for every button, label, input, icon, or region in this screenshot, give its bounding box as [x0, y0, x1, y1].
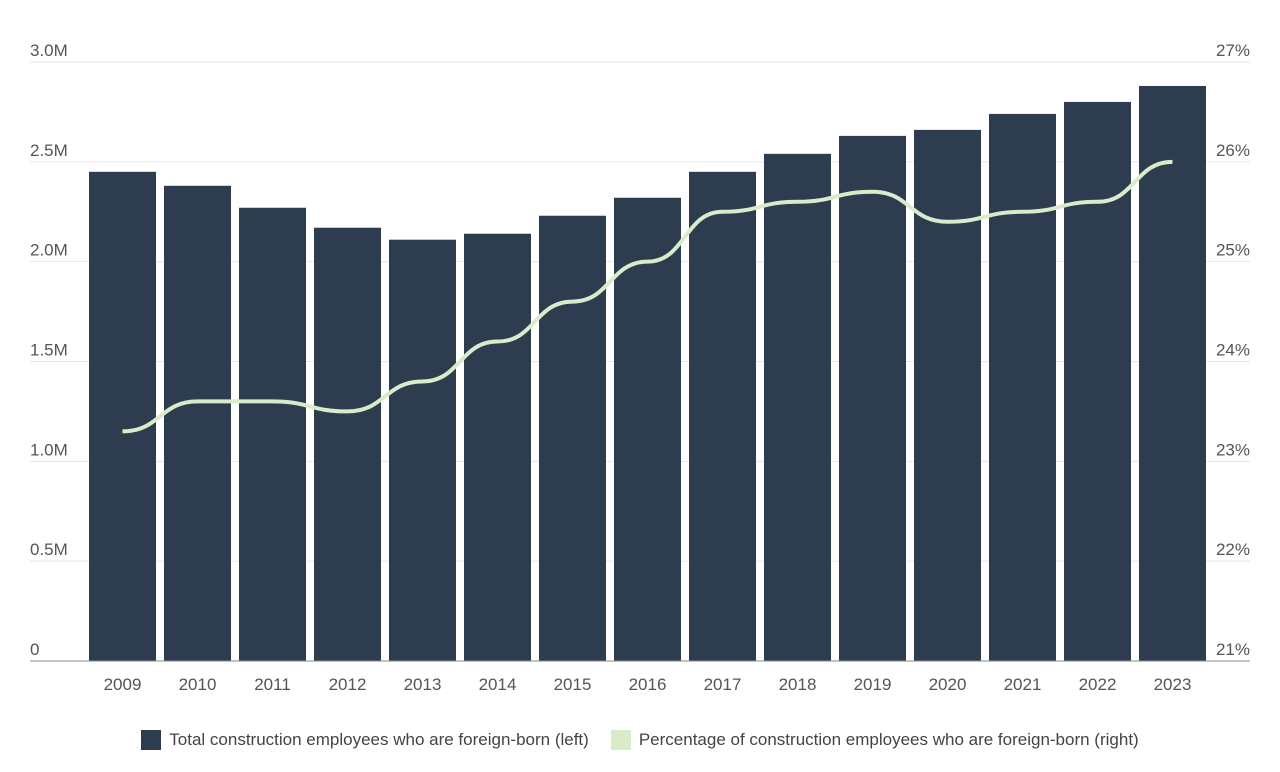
bar: [314, 227, 381, 661]
bar: [1064, 101, 1131, 661]
bar: [989, 113, 1056, 661]
right-tick-label: 27%: [1216, 41, 1250, 60]
legend-label-bars: Total construction employees who are for…: [169, 730, 589, 749]
bar: [539, 215, 606, 661]
bar: [839, 135, 906, 662]
bar: [389, 239, 456, 661]
x-tick-label: 2022: [1079, 675, 1117, 694]
legend-item-line[interactable]: Percentage of construction employees who…: [610, 730, 1139, 750]
bar: [464, 233, 531, 662]
x-tick-label: 2023: [1154, 675, 1192, 694]
right-tick-label: 25%: [1216, 241, 1250, 260]
x-tick-label: 2014: [479, 675, 517, 694]
left-tick-label: 0: [30, 640, 39, 659]
left-tick-label: 3.0M: [30, 41, 68, 60]
bar: [764, 153, 831, 661]
x-tick-label: 2013: [404, 675, 442, 694]
right-tick-label: 23%: [1216, 440, 1250, 459]
right-tick-label: 22%: [1216, 540, 1250, 559]
bar: [914, 129, 981, 662]
bar: [614, 197, 681, 662]
left-tick-label: 2.5M: [30, 141, 68, 160]
x-tick-label: 2019: [854, 675, 892, 694]
bar: [1139, 85, 1206, 661]
legend-swatch-line: [610, 730, 631, 750]
x-tick-label: 2015: [554, 675, 592, 694]
left-tick-label: 1.5M: [30, 341, 68, 360]
legend-label-line: Percentage of construction employees who…: [638, 730, 1139, 749]
legend-swatch-bars: [141, 730, 162, 750]
legend-item-bars[interactable]: Total construction employees who are for…: [141, 730, 589, 750]
x-tick-label: 2009: [104, 675, 142, 694]
right-tick-label: 21%: [1216, 640, 1250, 659]
x-tick-label: 2017: [704, 675, 742, 694]
bar: [89, 171, 156, 662]
x-tick-label: 2010: [179, 675, 217, 694]
bar: [164, 185, 231, 661]
left-tick-label: 1.0M: [30, 440, 68, 459]
left-tick-label: 2.0M: [30, 241, 68, 260]
combo-chart: 0 0.5M 1.0M 1.5M 2.0M 2.5M 3.0M 21% 22% 23% 24% 25%…: [30, 41, 1250, 694]
bar: [239, 207, 306, 662]
x-tick-label: 2012: [329, 675, 367, 694]
x-tick-label: 2018: [779, 675, 817, 694]
right-tick-label: 24%: [1216, 341, 1250, 360]
bar: [689, 171, 756, 662]
x-tick-label: 2020: [929, 675, 967, 694]
x-tick-label: 2011: [254, 675, 291, 694]
x-tick-label: 2016: [629, 675, 667, 694]
left-tick-label: 0.5M: [30, 540, 68, 559]
right-tick-label: 26%: [1216, 141, 1250, 160]
legend: Total construction employees who are for…: [0, 730, 1280, 750]
x-tick-label: 2021: [1004, 675, 1042, 694]
